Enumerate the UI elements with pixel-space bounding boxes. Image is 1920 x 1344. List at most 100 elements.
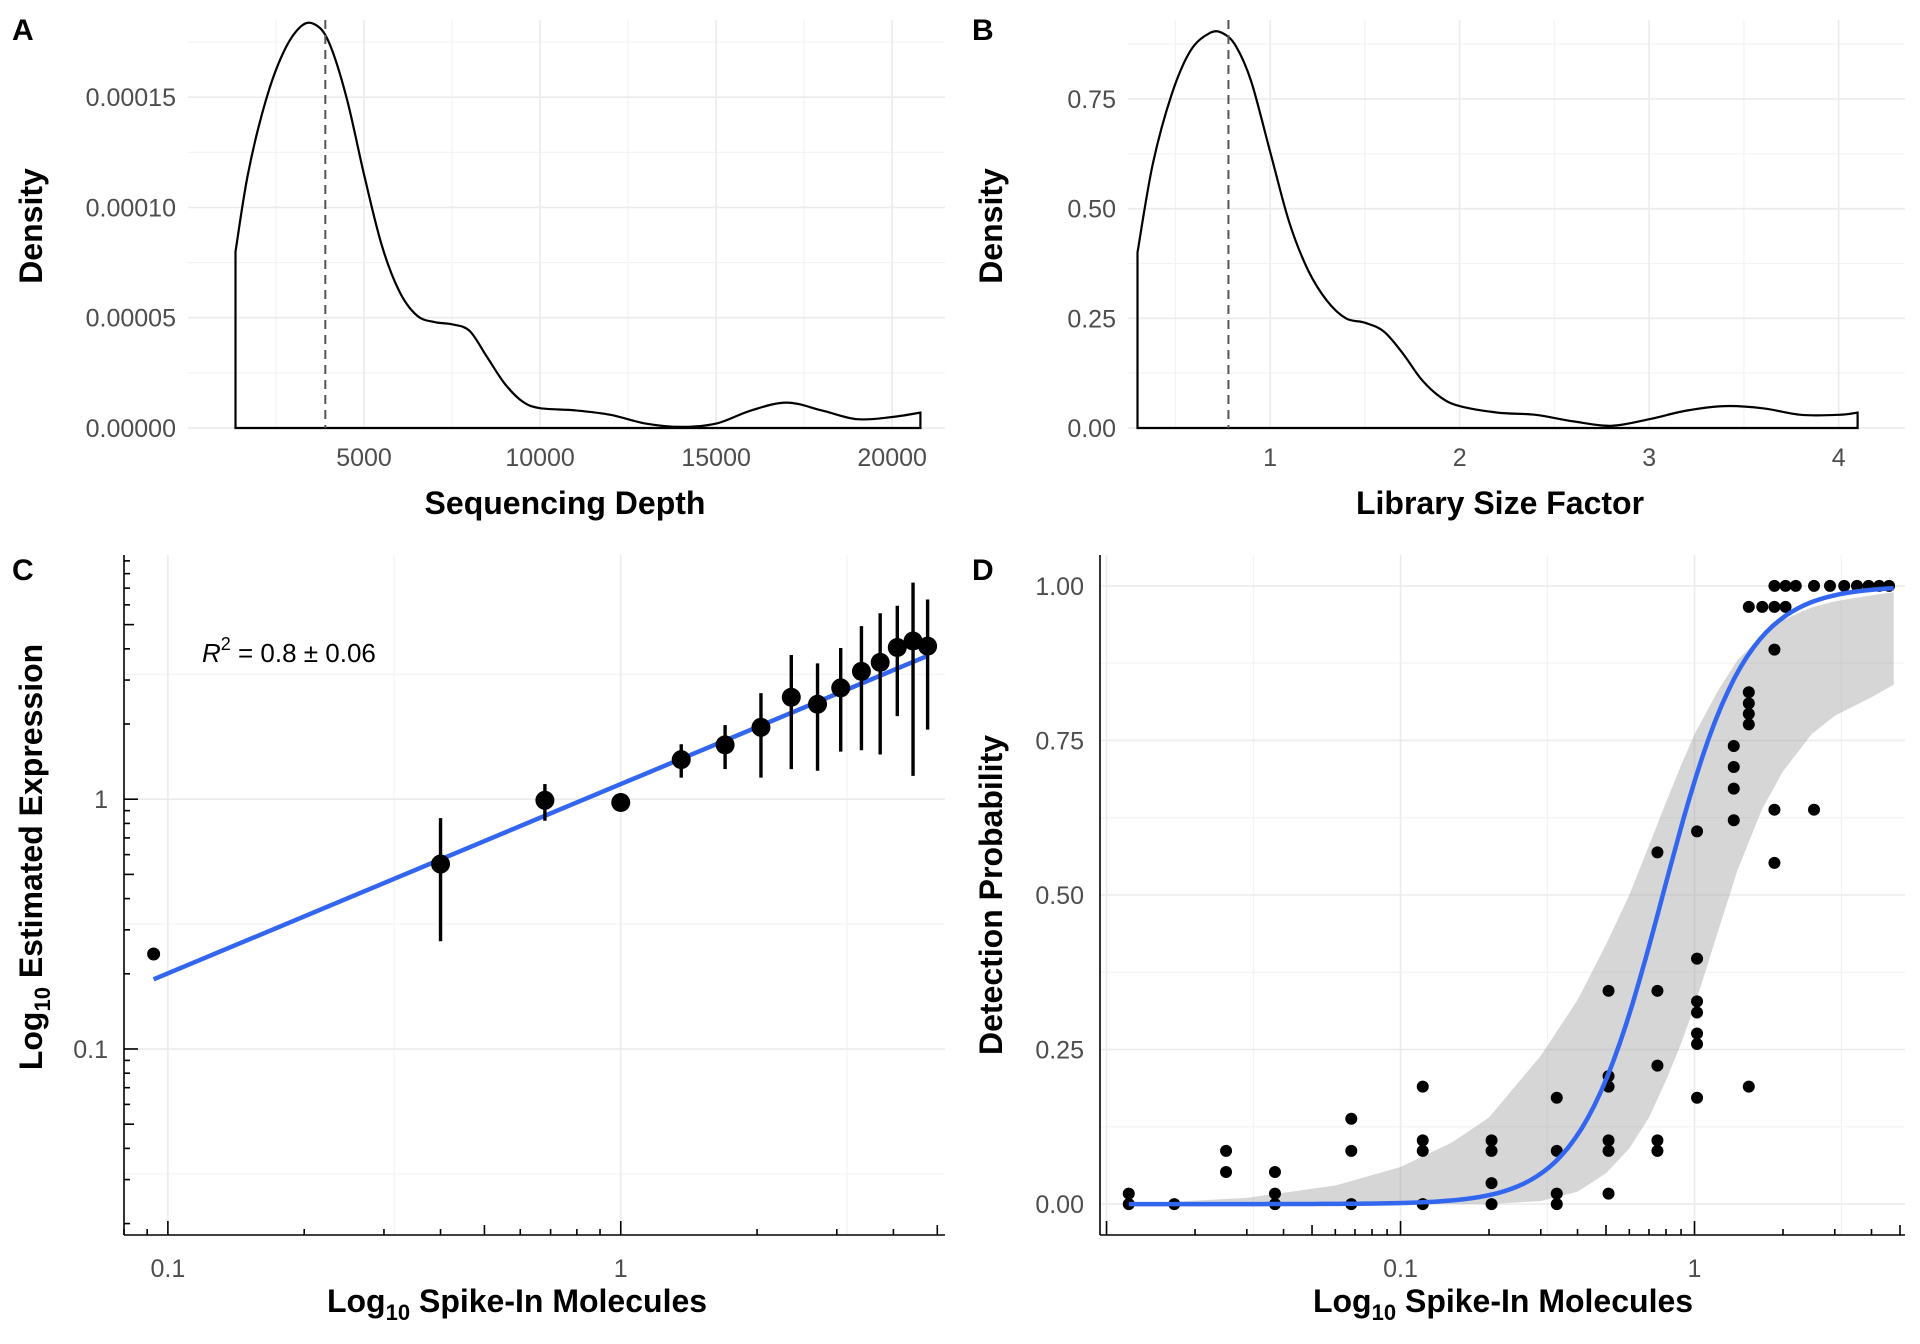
panel-d-data-point bbox=[1416, 1134, 1429, 1147]
panel-d-logistic-fit-curve bbox=[1128, 585, 1894, 1207]
panel-d-data-point bbox=[1768, 803, 1781, 816]
panel-d-data-point bbox=[1779, 600, 1792, 613]
panel-d-data-point bbox=[1550, 1187, 1563, 1200]
panel-letter-a: A bbox=[12, 14, 34, 47]
panel-d-data-point bbox=[1808, 803, 1821, 816]
panel-d-data-point bbox=[1691, 995, 1704, 1008]
panel-a-y-tick-label: 0.00005 bbox=[86, 305, 176, 333]
panel-b-y-tick-label: 0.00 bbox=[1067, 415, 1116, 443]
panel-d-data-point bbox=[1789, 579, 1802, 592]
panel-c-data-point bbox=[887, 637, 907, 657]
panel-d-data-point bbox=[1691, 952, 1704, 965]
panel-d-detection-probability: 0.1 1 0.00 0.25 0.50 0.75 1.00 bbox=[1035, 555, 1905, 1283]
panel-b-y-tick-label: 0.50 bbox=[1067, 196, 1116, 224]
panel-d-data-point bbox=[1550, 1091, 1563, 1104]
panel-b-x-tick-label: 4 bbox=[1832, 444, 1846, 472]
panel-a-x-tick-label: 5000 bbox=[336, 444, 392, 472]
panel-a-y-tick-label: 0.00015 bbox=[86, 84, 176, 112]
panel-d-data-point bbox=[1691, 1027, 1704, 1040]
panel-d-data-point bbox=[1602, 1144, 1615, 1157]
panel-d-data-point bbox=[1416, 1080, 1429, 1093]
panel-d-data-point bbox=[1651, 846, 1664, 859]
panel-b-x-tick-label: 2 bbox=[1453, 444, 1467, 472]
panel-a-density-sequencing-depth: 5000 10000 15000 20000 0.00000 0.00005 0.00010… bbox=[86, 20, 945, 472]
panel-d-data-point bbox=[1651, 1134, 1664, 1147]
panel-a-x-tick-label: 10000 bbox=[505, 444, 575, 472]
panel-letter-d: D bbox=[972, 554, 994, 587]
panel-a-y-tick-label: 0.00000 bbox=[86, 415, 176, 443]
panel-d-data-point bbox=[1485, 1177, 1498, 1190]
panel-d-data-point bbox=[1651, 984, 1664, 997]
panel-d-y-tick-label: 1.00 bbox=[1035, 573, 1084, 601]
panel-a-x-axis-title: Sequencing Depth bbox=[425, 485, 706, 521]
panel-b-density-curve bbox=[1136, 30, 1859, 430]
panel-d-data-point bbox=[1742, 600, 1755, 613]
panel-c-data-point bbox=[831, 678, 851, 698]
panel-a-y-axis-title: Density bbox=[13, 168, 49, 284]
panel-c-data-point bbox=[751, 717, 771, 737]
panel-c-data-point bbox=[715, 735, 735, 755]
panel-a-y-tick-label: 0.00010 bbox=[86, 194, 176, 222]
panel-d-data-point bbox=[1691, 825, 1704, 838]
panel-d-data-point bbox=[1768, 600, 1781, 613]
panel-c-data-point bbox=[851, 661, 871, 681]
panel-d-data-point bbox=[1742, 686, 1755, 699]
panel-d-data-point bbox=[1602, 1134, 1615, 1147]
panel-d-data-point bbox=[1742, 1080, 1755, 1093]
panel-d-data-point bbox=[1220, 1144, 1233, 1157]
panel-b-y-axis-title: Density bbox=[973, 168, 1009, 284]
panel-d-data-point bbox=[1550, 1198, 1563, 1211]
panel-d-data-point bbox=[1808, 579, 1821, 592]
panel-d-data-point bbox=[1485, 1198, 1498, 1211]
panel-c-x-tick-label: 0.1 bbox=[151, 1255, 186, 1283]
panel-c-expression-scatter: 0.1 1 0.1 1 bbox=[73, 555, 945, 1283]
panel-d-data-point bbox=[1122, 1187, 1135, 1200]
panel-d-data-point bbox=[1742, 697, 1755, 710]
panel-d-x-tick-label: 1 bbox=[1688, 1255, 1702, 1283]
panel-c-data-point bbox=[808, 694, 828, 714]
panel-d-y-tick-label: 0.50 bbox=[1035, 882, 1084, 910]
panel-d-data-point bbox=[1779, 579, 1792, 592]
panel-d-data-point bbox=[1727, 814, 1740, 827]
panel-d-data-point bbox=[1691, 1006, 1704, 1019]
panel-d-y-axis-title: Detection Probability bbox=[973, 735, 1009, 1055]
panel-b-x-tick-label: 1 bbox=[1263, 444, 1277, 472]
panel-d-data-point bbox=[1485, 1144, 1498, 1157]
panel-a-x-tick-label: 15000 bbox=[681, 444, 751, 472]
panel-d-data-point bbox=[1727, 740, 1740, 753]
panel-letter-c: C bbox=[12, 554, 34, 587]
panel-d-y-tick-label: 0.00 bbox=[1035, 1191, 1084, 1219]
panel-d-data-point bbox=[1742, 718, 1755, 731]
panel-d-data-point bbox=[1268, 1165, 1281, 1178]
panel-c-data-point bbox=[870, 652, 890, 672]
panel-d-data-point bbox=[1727, 761, 1740, 774]
panel-c-y-tick-label: 0.1 bbox=[73, 1036, 108, 1064]
panel-d-data-point bbox=[1691, 1091, 1704, 1104]
panel-c-data-point bbox=[611, 793, 631, 813]
panel-d-data-point bbox=[1768, 856, 1781, 869]
panel-d-data-point bbox=[1268, 1187, 1281, 1200]
panel-d-data-point bbox=[1602, 1187, 1615, 1200]
panel-d-data-point bbox=[1768, 643, 1781, 656]
panel-d-data-point bbox=[1122, 1198, 1135, 1211]
panel-c-regression-line bbox=[152, 653, 929, 982]
panel-c-x-axis-title: Log10 Spike-In Molecules bbox=[327, 1283, 707, 1325]
panel-d-data-point bbox=[1691, 1037, 1704, 1050]
panel-d-data-point bbox=[1651, 1059, 1664, 1072]
panel-c-data-point bbox=[781, 687, 801, 707]
panel-c-data-point bbox=[147, 947, 161, 961]
panel-d-data-point bbox=[1756, 600, 1769, 613]
panel-c-data-point bbox=[535, 790, 555, 810]
panel-d-data-point bbox=[1416, 1144, 1429, 1157]
panel-a-density-curve bbox=[234, 21, 922, 430]
panel-b-x-tick-label: 3 bbox=[1642, 444, 1656, 472]
panel-d-data-point bbox=[1824, 579, 1837, 592]
panel-c-y-tick-label: 1 bbox=[94, 786, 108, 814]
panel-d-data-point bbox=[1602, 984, 1615, 997]
panel-letter-b: B bbox=[972, 14, 994, 47]
panel-d-x-axis-title: Log10 Spike-In Molecules bbox=[1313, 1283, 1693, 1325]
panel-b-y-tick-label: 0.25 bbox=[1067, 305, 1116, 333]
panel-d-data-point bbox=[1345, 1112, 1358, 1125]
panel-b-density-library-size: 1 2 3 4 0.00 0.25 0.50 0.75 bbox=[1067, 20, 1905, 472]
